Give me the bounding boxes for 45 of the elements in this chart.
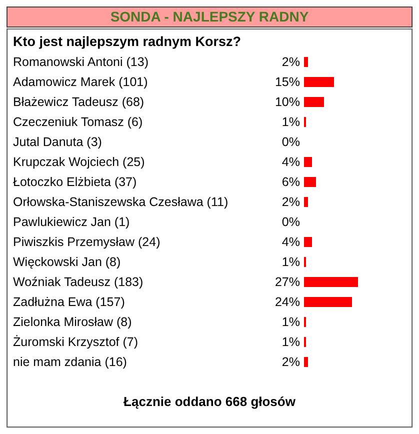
- data-label: 2%: [282, 355, 300, 369]
- bar: [304, 97, 324, 107]
- y-tick-label: Orłowska-Staniszewska Czesława (11): [13, 195, 228, 209]
- y-tick-label: Pawlukiewicz Jan (1): [13, 215, 130, 229]
- y-tick-label: nie mam zdania (16): [13, 355, 127, 369]
- data-label: 10%: [274, 95, 300, 109]
- y-tick-label: Jutal Danuta (3): [13, 135, 102, 149]
- data-label: 24%: [274, 295, 300, 309]
- data-label: 2%: [282, 195, 300, 209]
- bar: [304, 77, 334, 87]
- bar: [304, 197, 308, 207]
- text: Łącznie oddano 668 głosów: [124, 394, 296, 409]
- data-label: 4%: [282, 155, 300, 169]
- data-label: 1%: [282, 115, 300, 129]
- y-tick-label: Piwiszkis Przemysław (24): [13, 235, 160, 249]
- y-tick-label: Krupczak Wojciech (25): [13, 155, 145, 169]
- y-tick-label: Więckowski Jan (8): [13, 255, 121, 269]
- y-tick-label: Adamowicz Marek (101): [13, 75, 148, 89]
- data-label: 0%: [282, 215, 300, 229]
- y-tick-label: Zielonka Mirosław (8): [13, 315, 132, 329]
- y-tick-label: Błażewicz Tadeusz (68): [13, 95, 144, 109]
- data-label: 1%: [282, 335, 300, 349]
- data-label: 0%: [282, 135, 300, 149]
- data-label: 4%: [282, 235, 300, 249]
- bar: [304, 57, 308, 67]
- bar: [304, 357, 308, 367]
- text: Kto jest najlepszym radnym Korsz?: [13, 34, 242, 49]
- y-tick-label: Romanowski Antoni (13): [13, 55, 148, 69]
- chart-title: SONDA - NAJLEPSZY RADNY: [110, 8, 310, 24]
- y-tick-label: Żuromski Krzysztof (7): [13, 335, 138, 349]
- data-label: 1%: [282, 255, 300, 269]
- bar: [304, 277, 358, 287]
- data-label: 6%: [282, 175, 300, 189]
- y-tick-label: Czeczeniuk Tomasz (6): [13, 115, 143, 129]
- y-tick-label: Łotoczko Elżbieta (37): [13, 175, 137, 189]
- bar: [304, 157, 312, 167]
- y-tick-label: Woźniak Tadeusz (183): [13, 275, 144, 289]
- data-label: 2%: [282, 55, 300, 69]
- bar: [304, 297, 352, 307]
- y-tick-label: Zadłużna Ewa (157): [13, 295, 125, 309]
- data-label: 15%: [274, 75, 300, 89]
- data-label: 1%: [282, 315, 300, 329]
- bar: [304, 237, 312, 247]
- data-label: 27%: [274, 275, 300, 289]
- bar: [304, 177, 316, 187]
